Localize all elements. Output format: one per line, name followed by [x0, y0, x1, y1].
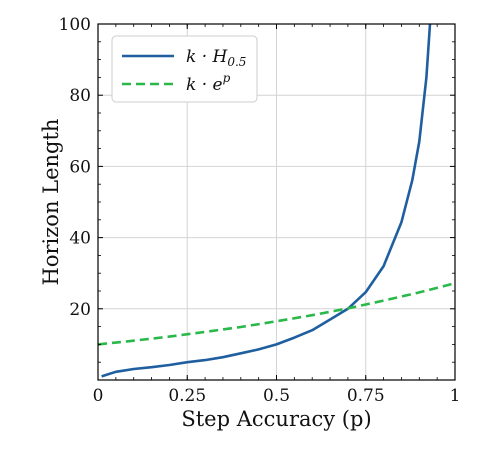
y-tick-label: 80	[69, 86, 91, 106]
y-tick-label: 100	[59, 15, 91, 35]
x-tick-label: 0.5	[263, 386, 290, 406]
legend-box	[111, 35, 258, 103]
legend-label-h05-main: k · H	[186, 47, 229, 67]
x-tick-label: 0	[93, 386, 104, 406]
tick-labels: 0 0.25 0.5 0.75 1 20 40 60 80 100	[59, 15, 461, 406]
series-h05-line	[101, 23, 432, 378]
legend-label-exp-main: k · e	[186, 75, 223, 95]
x-tick-label: 1	[450, 386, 461, 406]
x-tick-label: 0.75	[347, 386, 385, 406]
legend-label-h05-sub: 0.5	[227, 55, 246, 69]
x-axis-label: Step Accuracy (p)	[181, 407, 371, 431]
y-tick-label: 40	[69, 229, 91, 249]
legend-label-h05: k · H0.5	[186, 47, 246, 69]
legend-label-exp: k · ep	[186, 71, 231, 95]
y-axis-label: Horizon Length	[39, 119, 63, 286]
series-lines	[97, 23, 456, 378]
series-exp-line	[97, 281, 456, 346]
tick-marks	[97, 23, 456, 380]
x-tick-label: 0.25	[168, 386, 206, 406]
y-tick-label: 20	[69, 300, 91, 320]
legend: k · H0.5 k · ep	[111, 35, 258, 103]
legend-label-exp-sup: p	[223, 71, 231, 85]
y-tick-label: 60	[69, 157, 91, 177]
